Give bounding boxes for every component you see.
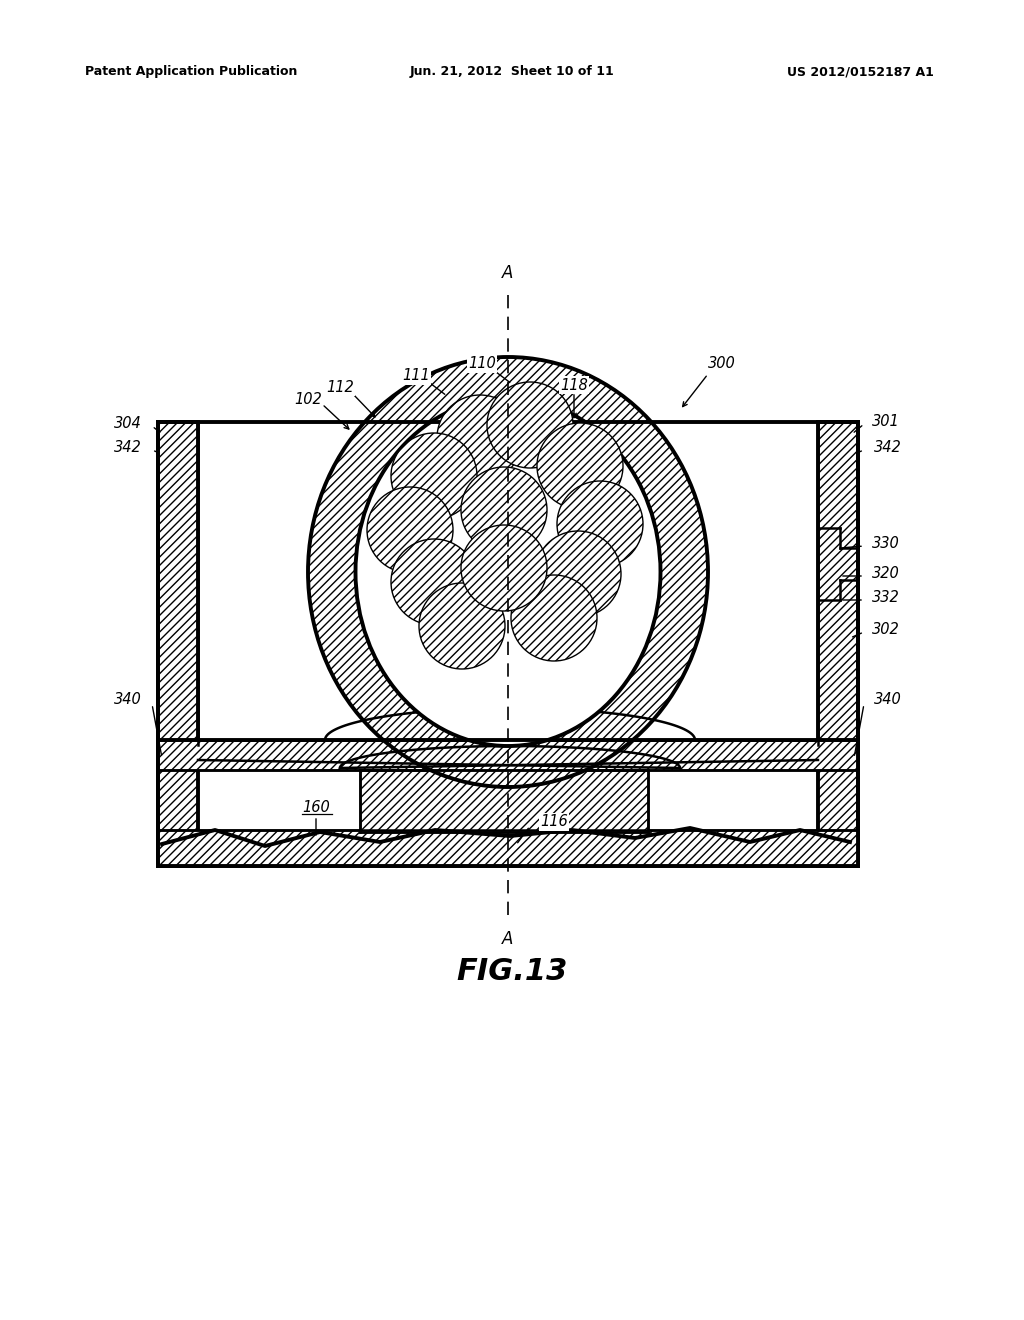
Text: 160: 160: [302, 800, 330, 816]
Circle shape: [391, 433, 477, 519]
Text: A: A: [503, 264, 514, 282]
Text: 342: 342: [115, 441, 142, 455]
Text: 340: 340: [115, 693, 142, 708]
Text: Jun. 21, 2012  Sheet 10 of 11: Jun. 21, 2012 Sheet 10 of 11: [410, 66, 614, 78]
Text: 112: 112: [326, 380, 354, 395]
Text: 301: 301: [872, 414, 900, 429]
Circle shape: [391, 539, 477, 624]
Text: 320: 320: [872, 566, 900, 582]
Text: 116: 116: [540, 814, 567, 829]
Circle shape: [487, 381, 573, 469]
Ellipse shape: [308, 356, 708, 787]
Text: 302: 302: [872, 623, 900, 638]
Circle shape: [367, 487, 453, 573]
Polygon shape: [360, 770, 648, 832]
Circle shape: [537, 422, 623, 510]
Text: 300: 300: [709, 356, 736, 371]
Polygon shape: [818, 422, 858, 866]
Text: 330: 330: [872, 536, 900, 552]
Circle shape: [419, 583, 505, 669]
Text: 110: 110: [468, 356, 496, 371]
Circle shape: [511, 576, 597, 661]
Circle shape: [437, 395, 523, 480]
Text: A: A: [503, 931, 514, 948]
Circle shape: [535, 531, 621, 616]
Text: 118: 118: [560, 378, 588, 392]
Polygon shape: [158, 422, 198, 866]
Polygon shape: [158, 830, 858, 866]
Text: 340: 340: [874, 693, 902, 708]
Text: 332: 332: [872, 590, 900, 606]
Text: Patent Application Publication: Patent Application Publication: [85, 66, 297, 78]
Text: 102: 102: [294, 392, 322, 408]
Circle shape: [461, 525, 547, 611]
Polygon shape: [158, 741, 858, 770]
Circle shape: [557, 480, 643, 568]
Text: 111: 111: [402, 368, 430, 384]
Text: FIG.13: FIG.13: [457, 957, 567, 986]
Circle shape: [461, 467, 547, 553]
Ellipse shape: [355, 399, 660, 746]
Text: 304: 304: [115, 417, 142, 432]
Text: US 2012/0152187 A1: US 2012/0152187 A1: [786, 66, 934, 78]
Text: 342: 342: [874, 441, 902, 455]
